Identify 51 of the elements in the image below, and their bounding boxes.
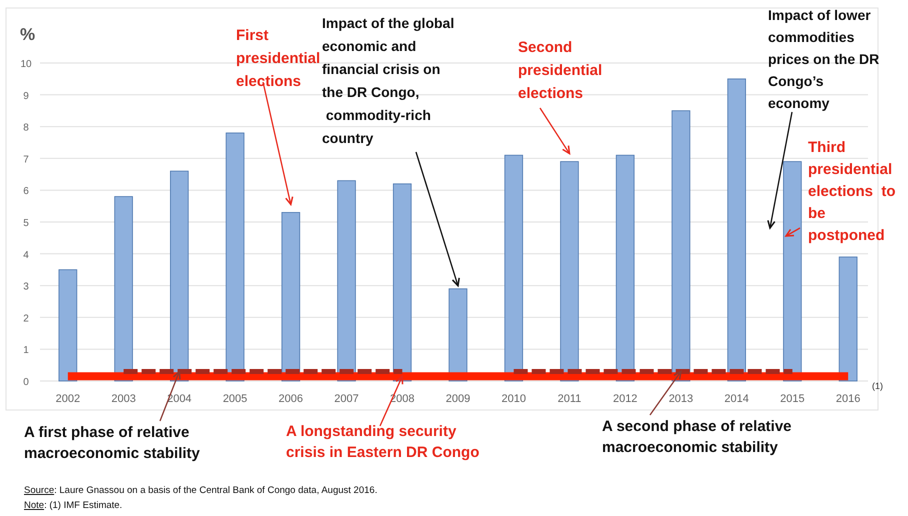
x-tick-label: 2010 [501, 393, 526, 405]
y-tick-label: 10 [20, 59, 32, 70]
annotation: A second phase of relative macroeconomic stability [602, 418, 792, 456]
x-tick-label: 2016 [836, 393, 860, 405]
bar [58, 269, 78, 382]
bar [226, 132, 244, 382]
bar [170, 170, 189, 382]
y-axis-title: % [20, 25, 36, 44]
x-tick-label: 2005 [222, 393, 248, 405]
text: (1) [872, 381, 883, 391]
bar [392, 183, 412, 382]
x-tick-label: 2002 [56, 393, 80, 405]
y-tick-label: 9 [23, 90, 30, 102]
annotation: Second presidential elections [518, 39, 602, 102]
annotation: Impact of the global economic and financial crisis on the DR Congo, commodity-rich country [322, 15, 454, 146]
text: Note: (1) IMF Estimate. [24, 500, 122, 511]
y-tick-label: 8 [23, 122, 30, 134]
annotation: Impact of lower commodities prices on the DR Congo’s economy [768, 7, 880, 111]
bar [616, 154, 635, 382]
x-tick-label: 2003 [111, 393, 136, 405]
y-tick-label: 5 [23, 218, 30, 229]
bar [672, 110, 690, 382]
y-tick-label: 6 [23, 186, 30, 198]
x-tick-label: 2012 [612, 393, 638, 405]
bar [783, 161, 802, 382]
bar [337, 180, 356, 382]
x-tick-label: 2009 [446, 393, 470, 405]
annotation: Third presidential elections to be postponed [808, 139, 896, 244]
annotation: A longstanding security crisis in Eastern DR Congo [286, 423, 480, 461]
bar [448, 288, 468, 382]
x-tick-label: 2006 [278, 393, 304, 405]
y-tick-label: 7 [23, 154, 30, 166]
bar [560, 161, 579, 382]
bar [281, 212, 300, 382]
bar [114, 196, 133, 382]
x-tick-label: 2015 [780, 393, 805, 405]
y-tick-label: 0 [23, 377, 30, 388]
bar [504, 154, 524, 382]
x-tick-label: 2011 [558, 393, 582, 405]
bar [838, 256, 858, 382]
y-tick-label: 4 [23, 250, 30, 261]
x-tick-label: 2014 [724, 393, 749, 405]
y-tick-label: 1 [23, 345, 30, 356]
bar [727, 78, 746, 382]
annotation: First presidential elections [236, 27, 320, 90]
y-tick-label: 3 [23, 282, 30, 293]
y-tick-label: 2 [23, 313, 30, 324]
x-tick-label: 2007 [334, 393, 359, 405]
x-tick-label: 2013 [668, 393, 694, 405]
source-note: Source: Laure Gnassou on a basis of the Central Bank of Congo data, August 2016. [24, 485, 378, 496]
annotation: A first phase of relative macroeconomic stability [24, 424, 201, 462]
